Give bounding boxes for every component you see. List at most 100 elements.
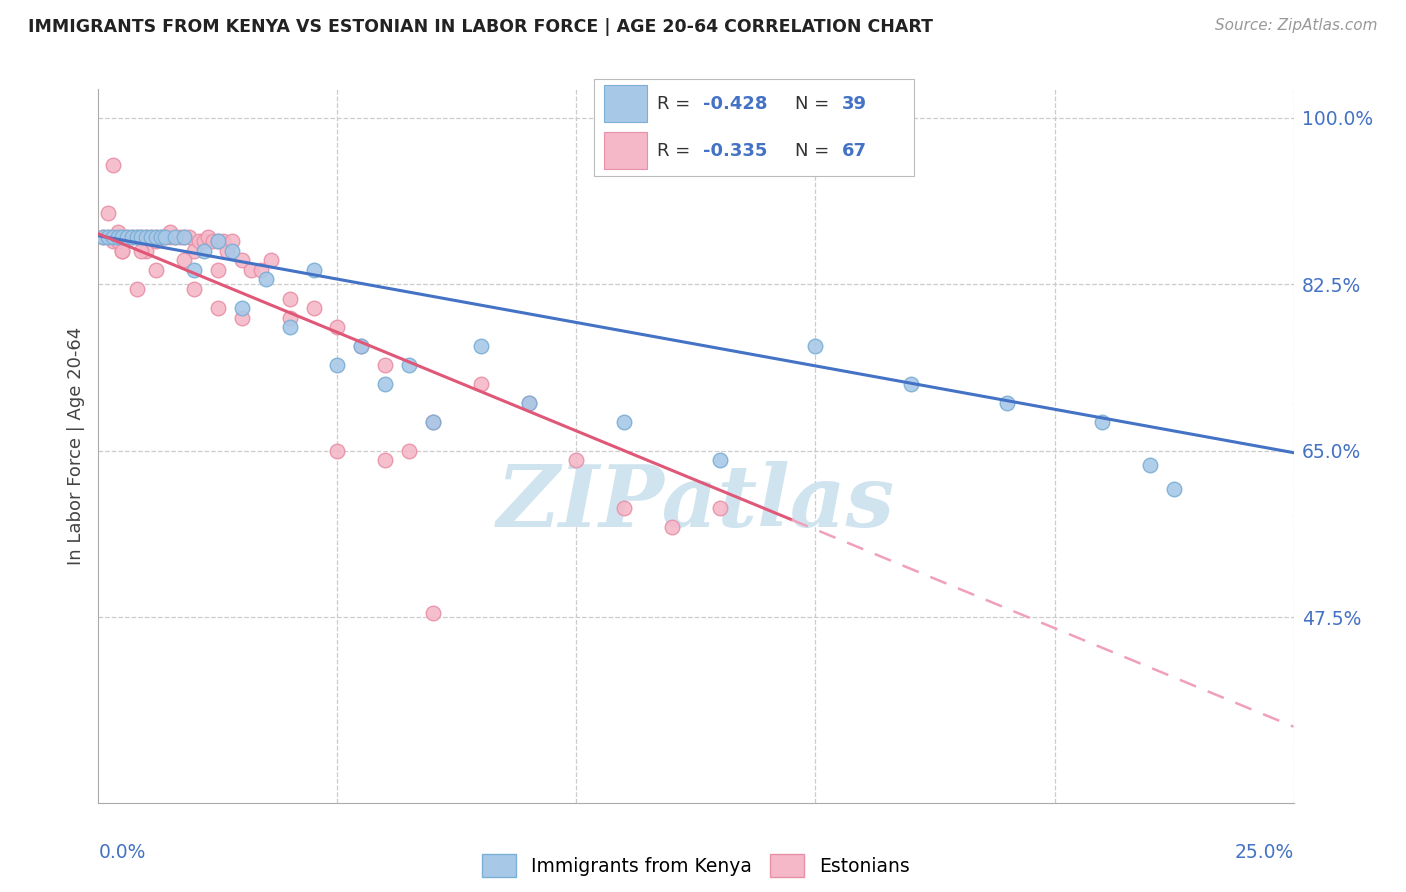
Point — [135, 244, 157, 258]
Point — [149, 229, 172, 244]
Point — [995, 396, 1018, 410]
Point — [422, 606, 444, 620]
Text: -0.335: -0.335 — [703, 142, 768, 160]
Point — [278, 292, 301, 306]
Point — [374, 358, 396, 372]
Point — [155, 229, 177, 244]
Point — [115, 229, 138, 244]
Point — [326, 358, 349, 372]
Point — [221, 244, 243, 258]
Point — [207, 263, 229, 277]
Point — [517, 396, 540, 410]
Text: R =: R = — [657, 142, 696, 160]
Point — [183, 263, 205, 277]
Point — [709, 500, 731, 515]
Point — [517, 396, 540, 410]
Point — [217, 244, 239, 258]
Point — [661, 520, 683, 534]
Point — [193, 244, 215, 258]
Point — [197, 229, 219, 244]
Text: 67: 67 — [842, 142, 866, 160]
Point — [121, 229, 143, 244]
Point — [422, 415, 444, 429]
Point — [231, 253, 253, 268]
Point — [211, 235, 233, 249]
Point — [135, 229, 157, 244]
Point — [207, 235, 229, 249]
Point — [97, 206, 120, 220]
Point — [169, 229, 191, 244]
Text: R =: R = — [657, 95, 696, 112]
Legend: Immigrants from Kenya, Estonians: Immigrants from Kenya, Estonians — [472, 845, 920, 886]
Point — [250, 263, 273, 277]
Point — [139, 229, 162, 244]
Point — [145, 229, 167, 244]
Point — [326, 443, 349, 458]
Point — [470, 377, 492, 392]
Point — [565, 453, 588, 467]
Point — [1091, 415, 1114, 429]
Point — [221, 235, 243, 249]
Point — [125, 229, 148, 244]
Point — [709, 453, 731, 467]
Point — [398, 358, 420, 372]
Point — [183, 282, 205, 296]
Point — [159, 225, 181, 239]
Point — [278, 310, 301, 325]
Point — [145, 263, 167, 277]
Point — [111, 244, 134, 258]
Point — [278, 320, 301, 334]
Point — [163, 229, 186, 244]
Point — [111, 229, 134, 244]
Point — [125, 229, 148, 244]
Point — [173, 229, 195, 244]
Point — [231, 301, 253, 315]
Point — [91, 229, 114, 244]
Point — [107, 235, 129, 249]
Point — [107, 229, 129, 244]
Point — [1163, 482, 1185, 496]
Point — [107, 229, 129, 244]
Point — [173, 253, 195, 268]
Text: IMMIGRANTS FROM KENYA VS ESTONIAN IN LABOR FORCE | AGE 20-64 CORRELATION CHART: IMMIGRANTS FROM KENYA VS ESTONIAN IN LAB… — [28, 18, 934, 36]
Point — [207, 235, 229, 249]
Y-axis label: In Labor Force | Age 20-64: In Labor Force | Age 20-64 — [66, 326, 84, 566]
Point — [101, 235, 124, 249]
Point — [183, 244, 205, 258]
Point — [193, 235, 215, 249]
Point — [302, 301, 325, 315]
Text: 0.0%: 0.0% — [98, 843, 146, 862]
Point — [179, 229, 201, 244]
Point — [131, 229, 153, 244]
Point — [107, 225, 129, 239]
Point — [173, 229, 195, 244]
Point — [374, 453, 396, 467]
Point — [125, 282, 148, 296]
Point — [159, 229, 181, 244]
Point — [302, 263, 325, 277]
Point — [613, 500, 636, 515]
Point — [240, 263, 263, 277]
FancyBboxPatch shape — [603, 85, 647, 122]
Text: -0.428: -0.428 — [703, 95, 768, 112]
Point — [163, 229, 186, 244]
Point — [259, 253, 281, 268]
Point — [155, 229, 177, 244]
Point — [187, 235, 209, 249]
Point — [422, 415, 444, 429]
Point — [97, 229, 120, 244]
Point — [135, 229, 157, 244]
Point — [145, 229, 167, 244]
Text: 25.0%: 25.0% — [1234, 843, 1294, 862]
Text: Source: ZipAtlas.com: Source: ZipAtlas.com — [1215, 18, 1378, 33]
Point — [207, 301, 229, 315]
Point — [101, 229, 124, 244]
Point — [613, 415, 636, 429]
Point — [145, 235, 167, 249]
Text: 39: 39 — [842, 95, 866, 112]
Text: N =: N = — [796, 142, 835, 160]
Point — [139, 229, 162, 244]
Text: ZIPatlas: ZIPatlas — [496, 461, 896, 545]
Point — [111, 244, 134, 258]
Point — [115, 229, 138, 244]
